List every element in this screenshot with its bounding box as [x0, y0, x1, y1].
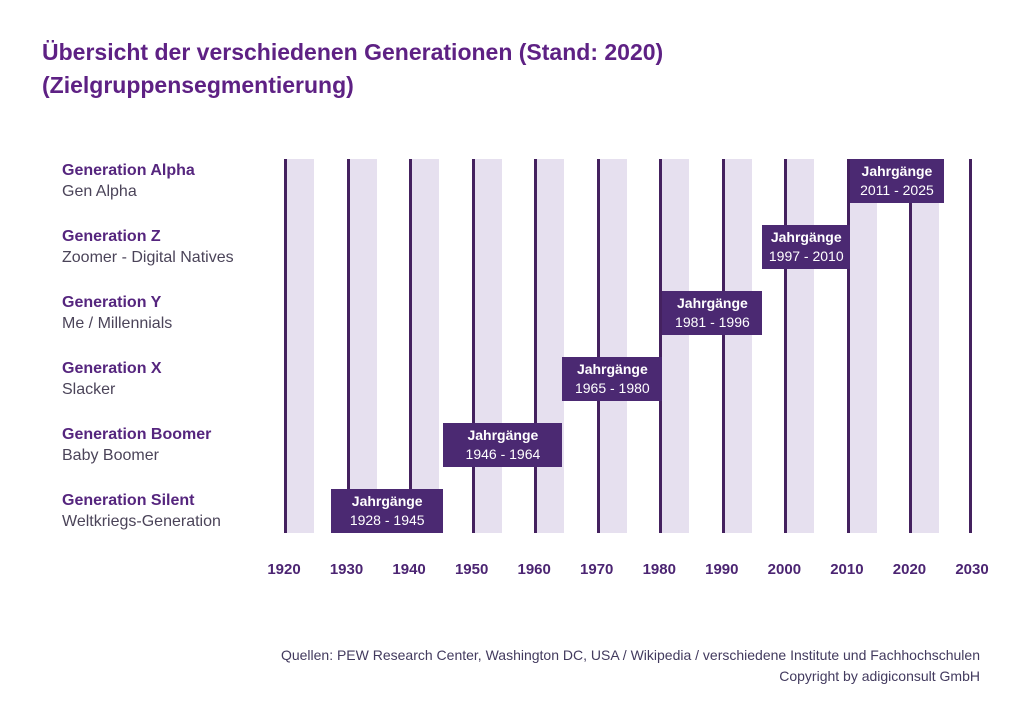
- generation-name: Generation X: [62, 360, 162, 377]
- decade-stripe-2000: [787, 159, 815, 533]
- generation-name: Generation Alpha: [62, 162, 195, 179]
- decade-gridline-1950: [471, 159, 475, 533]
- bar-years: 1981 - 1996: [675, 314, 750, 330]
- decade-stripe-2010: [849, 159, 877, 533]
- generation-subtitle: Baby Boomer: [62, 447, 159, 464]
- generation-label: Generation Y Me / Millennials: [62, 292, 172, 334]
- bar-years: 2011 - 2025: [860, 182, 934, 198]
- generation-name: Generation Z: [62, 228, 161, 245]
- axis-tick-1990: 1990: [705, 561, 739, 578]
- decade-stripe-1980: [662, 159, 690, 533]
- axis-tick-1920: 1920: [267, 561, 301, 578]
- bar-label: Jahrgänge: [677, 295, 748, 311]
- decade-cell-1990: [721, 159, 785, 533]
- decade-cell-1920: [284, 159, 347, 533]
- bar-years: 1946 - 1964: [465, 446, 541, 462]
- decade-gridline-1920: [284, 159, 287, 533]
- generation-bar: Jahrgänge 2011 - 2025: [850, 159, 944, 203]
- generation-subtitle: Weltkriegs-Generation: [62, 513, 221, 530]
- decade-gridline-1960: [534, 159, 538, 533]
- generation-bar: Jahrgänge 1997 - 2010: [762, 225, 851, 269]
- axis-tick-2000: 2000: [767, 561, 802, 578]
- decade-gridline-1980: [659, 159, 663, 533]
- generation-name: Generation Y: [62, 294, 162, 311]
- generation-subtitle: Slacker: [62, 381, 116, 398]
- axis-tick-1970: 1970: [580, 561, 614, 578]
- generation-bar: Jahrgänge 1946 - 1964: [443, 423, 563, 467]
- decade-cell-1970: [596, 159, 660, 533]
- bar-years: 1965 - 1980: [574, 380, 650, 396]
- decade-gridline-2020: [909, 159, 913, 533]
- decade-cell-1960: [534, 159, 597, 533]
- decade-stripe-1990: [724, 159, 752, 533]
- generation-label: Generation Boomer Baby Boomer: [62, 424, 211, 466]
- generation-subtitle: Zoomer - Digital Natives: [62, 249, 234, 266]
- decade-gridline-2010: [846, 159, 850, 533]
- decade-cell-1980: [659, 159, 722, 533]
- decade-cell-2000: [784, 159, 847, 533]
- decade-gridline-1990: [721, 159, 725, 533]
- bar-label: Jahrgänge: [770, 229, 842, 245]
- decade-cell-1930: [346, 159, 410, 533]
- axis-tick-1980: 1980: [642, 561, 676, 578]
- decade-stripe-1930: [349, 159, 377, 533]
- axis-tick-1950: 1950: [454, 561, 489, 578]
- decade-stripe-2020: [912, 159, 940, 533]
- generation-bar: Jahrgänge 1981 - 1996: [662, 291, 763, 335]
- decade-gridline-1970: [596, 159, 600, 533]
- decade-stripe-1960: [537, 159, 565, 533]
- decade-stripe-1940: [412, 159, 440, 533]
- decade-gridline-1930: [346, 159, 350, 533]
- bar-label: Jahrgänge: [467, 427, 539, 443]
- generation-bar: Jahrgänge 1928 - 1945: [330, 489, 444, 533]
- decade-stripe-1920: [287, 159, 314, 533]
- decade-cell-1940: [409, 159, 472, 533]
- bar-label: Jahrgänge: [576, 361, 648, 377]
- bar-years: 1997 - 2010: [768, 248, 844, 264]
- generation-subtitle: Me / Millennials: [62, 315, 173, 332]
- footer-sources: Quellen: PEW Research Center, Washington…: [280, 647, 980, 663]
- page-title: Übersicht der verschiedenen Generationen…: [42, 36, 663, 102]
- decade-cell-2010: [846, 159, 910, 533]
- decade-gridline-2000: [784, 159, 788, 533]
- axis-tick-2010: 2010: [830, 561, 864, 578]
- generation-label: Generation Alpha Gen Alpha: [62, 160, 195, 202]
- decade-stripe-1950: [474, 159, 502, 533]
- footer-copyright: Copyright by adigiconsult GmbH: [779, 668, 980, 684]
- axis-tick-2030: 2030: [955, 561, 989, 578]
- x-axis: 1920 1930 1940 1950 1960 1970 1980 1990 2000 2010…: [267, 561, 988, 581]
- decade-stripe-1970: [599, 159, 627, 533]
- decade-gridline-1940: [409, 159, 413, 533]
- generation-subtitle: Gen Alpha: [62, 183, 137, 200]
- bar-years: 1928 - 1945: [349, 512, 425, 528]
- page-title-line1: Übersicht der verschiedenen Generationen…: [42, 39, 664, 65]
- axis-tick-1930: 1930: [329, 561, 364, 578]
- page-title-line2: (Zielgruppensegmentierung): [42, 72, 354, 98]
- bar-label: Jahrgänge: [351, 493, 423, 509]
- bar-label: Jahrgänge: [861, 163, 933, 179]
- decade-cell-2020: [909, 159, 972, 533]
- generation-bar: Jahrgänge 1965 - 1980: [562, 357, 663, 401]
- decade-cell-1950: [471, 159, 535, 533]
- generation-name: Generation Boomer: [62, 426, 212, 443]
- axis-tick-2020: 2020: [892, 561, 927, 578]
- generation-label: Generation Silent Weltkriegs-Generation: [62, 490, 221, 532]
- footer: Quellen: PEW Research Center, Washington…: [281, 645, 980, 687]
- timeline-plot: Jahrgänge 2011 - 2025 Jahrgänge 1997 - 2010…: [284, 159, 972, 533]
- axis-tick-1960: 1960: [517, 561, 551, 578]
- decade-gridline-2030: [969, 159, 972, 533]
- axis-tick-1940: 1940: [392, 561, 426, 578]
- generation-label: Generation X Slacker: [62, 358, 162, 400]
- generation-name: Generation Silent: [62, 492, 195, 509]
- generation-label: Generation Z Zoomer - Digital Natives: [62, 226, 234, 268]
